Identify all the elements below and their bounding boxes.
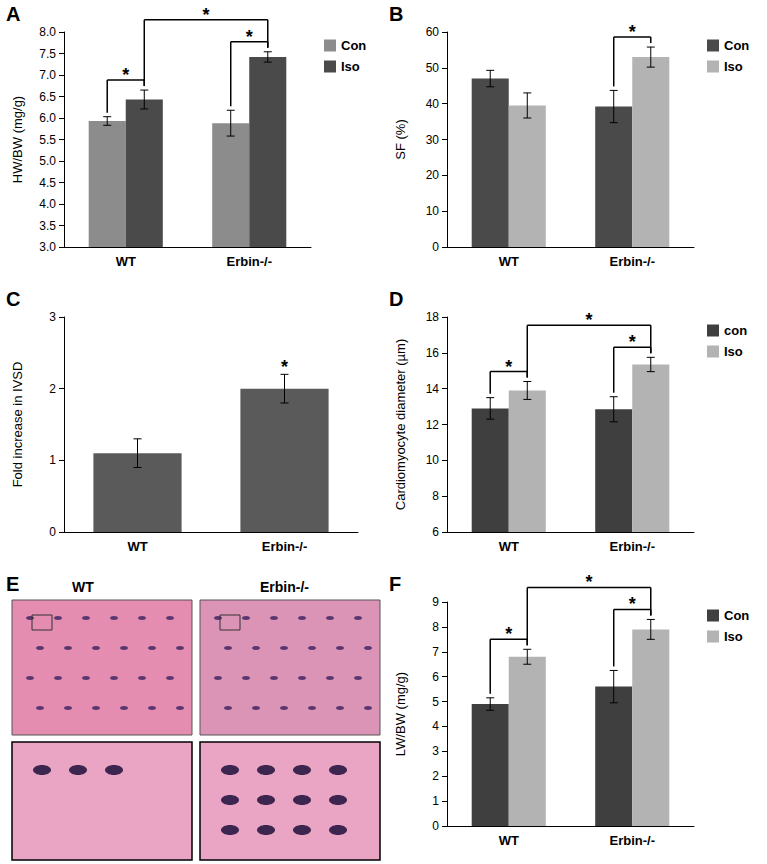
svg-text:Iso: Iso bbox=[724, 629, 743, 644]
svg-text:3.0: 3.0 bbox=[39, 240, 56, 254]
svg-text:WT: WT bbox=[116, 254, 136, 269]
svg-text:3.5: 3.5 bbox=[39, 219, 56, 233]
svg-text:B: B bbox=[389, 3, 403, 25]
svg-text:7.0: 7.0 bbox=[39, 68, 56, 82]
svg-text:Iso: Iso bbox=[341, 59, 360, 74]
svg-text:10: 10 bbox=[426, 204, 440, 218]
svg-text:2: 2 bbox=[49, 382, 56, 396]
svg-text:0: 0 bbox=[432, 819, 439, 833]
svg-text:Cardiomyocyte diameter (µm): Cardiomyocyte diameter (µm) bbox=[393, 339, 408, 510]
svg-text:8: 8 bbox=[432, 620, 439, 634]
svg-text:*: * bbox=[629, 594, 636, 614]
svg-text:0: 0 bbox=[49, 525, 56, 539]
svg-text:12: 12 bbox=[426, 418, 440, 432]
svg-text:6: 6 bbox=[432, 525, 439, 539]
svg-text:4: 4 bbox=[432, 719, 439, 733]
svg-text:*: * bbox=[586, 310, 593, 330]
svg-text:3: 3 bbox=[49, 310, 56, 324]
svg-text:20: 20 bbox=[426, 168, 440, 182]
svg-text:*: * bbox=[281, 357, 288, 377]
svg-text:6.5: 6.5 bbox=[39, 90, 56, 104]
svg-text:WT: WT bbox=[72, 579, 94, 595]
svg-text:WT: WT bbox=[127, 539, 147, 554]
svg-text:LW/BW (mg/g): LW/BW (mg/g) bbox=[393, 672, 408, 756]
svg-text:*: * bbox=[629, 22, 636, 42]
svg-text:Erbin-/-: Erbin-/- bbox=[227, 254, 273, 269]
svg-text:9: 9 bbox=[432, 595, 439, 609]
svg-text:*: * bbox=[586, 572, 593, 592]
svg-text:6: 6 bbox=[432, 670, 439, 684]
svg-text:E: E bbox=[6, 573, 19, 595]
svg-text:A: A bbox=[6, 3, 20, 25]
svg-text:5.0: 5.0 bbox=[39, 154, 56, 168]
svg-text:7: 7 bbox=[432, 645, 439, 659]
svg-text:14: 14 bbox=[426, 382, 440, 396]
svg-text:C: C bbox=[6, 288, 20, 310]
svg-text:5: 5 bbox=[432, 695, 439, 709]
svg-text:4.0: 4.0 bbox=[39, 197, 56, 211]
svg-text:Fold increase in IVSD: Fold increase in IVSD bbox=[10, 362, 25, 488]
svg-text:Con: Con bbox=[724, 608, 749, 623]
svg-text:Erbin-/-: Erbin-/- bbox=[262, 539, 308, 554]
svg-text:6.0: 6.0 bbox=[39, 111, 56, 125]
svg-text:Iso: Iso bbox=[724, 59, 743, 74]
svg-text:*: * bbox=[122, 65, 129, 85]
svg-text:3: 3 bbox=[432, 744, 439, 758]
svg-text:7.5: 7.5 bbox=[39, 47, 56, 61]
svg-text:*: * bbox=[505, 357, 512, 377]
svg-text:2: 2 bbox=[432, 769, 439, 783]
svg-text:60: 60 bbox=[426, 25, 440, 39]
svg-text:8.0: 8.0 bbox=[39, 25, 56, 39]
svg-text:10: 10 bbox=[426, 453, 440, 467]
svg-text:5.5: 5.5 bbox=[39, 133, 56, 147]
svg-text:40: 40 bbox=[426, 97, 440, 111]
svg-text:D: D bbox=[389, 288, 403, 310]
svg-text:Erbin-/-: Erbin-/- bbox=[260, 579, 309, 595]
svg-text:0: 0 bbox=[432, 240, 439, 254]
svg-text:*: * bbox=[629, 332, 636, 352]
svg-text:Con: Con bbox=[724, 38, 749, 53]
svg-text:Iso: Iso bbox=[724, 344, 743, 359]
svg-text:4.5: 4.5 bbox=[39, 176, 56, 190]
svg-text:Con: Con bbox=[341, 38, 366, 53]
svg-text:F: F bbox=[389, 573, 401, 595]
svg-text:1: 1 bbox=[432, 794, 439, 808]
svg-text:con: con bbox=[724, 323, 747, 338]
svg-text:WT: WT bbox=[499, 254, 519, 269]
svg-text:50: 50 bbox=[426, 61, 440, 75]
svg-text:HW/BW (mg/g): HW/BW (mg/g) bbox=[10, 96, 25, 183]
svg-text:Erbin-/-: Erbin-/- bbox=[610, 539, 656, 554]
svg-text:*: * bbox=[246, 27, 253, 47]
svg-text:WT: WT bbox=[499, 539, 519, 554]
svg-text:*: * bbox=[203, 5, 210, 25]
svg-text:1: 1 bbox=[49, 453, 56, 467]
svg-text:8: 8 bbox=[432, 489, 439, 503]
svg-text:16: 16 bbox=[426, 346, 440, 360]
svg-text:*: * bbox=[505, 624, 512, 644]
svg-text:30: 30 bbox=[426, 133, 440, 147]
svg-text:SF (%): SF (%) bbox=[393, 119, 408, 159]
svg-text:18: 18 bbox=[426, 310, 440, 324]
svg-text:Erbin-/-: Erbin-/- bbox=[610, 254, 656, 269]
svg-text:Erbin-/-: Erbin-/- bbox=[610, 833, 656, 848]
svg-text:WT: WT bbox=[499, 833, 519, 848]
